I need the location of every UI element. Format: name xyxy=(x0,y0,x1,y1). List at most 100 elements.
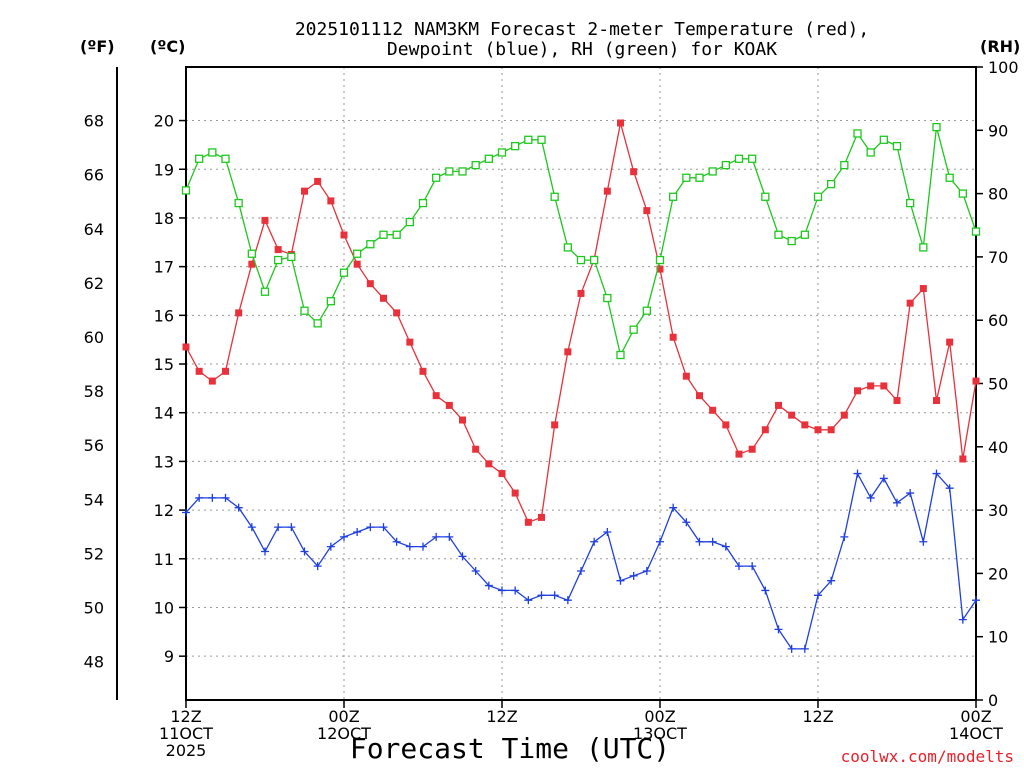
dewpoint-point xyxy=(563,596,572,605)
dewpoint-point xyxy=(498,586,506,595)
temperature-point xyxy=(630,168,638,176)
dewpoint-point xyxy=(682,518,691,527)
dewpoint-point xyxy=(313,562,322,571)
rh-point xyxy=(813,192,823,201)
rh-tick-label: 80 xyxy=(988,185,1008,204)
dewpoint-point xyxy=(353,528,362,537)
rh-point xyxy=(274,255,283,265)
celsius-tick-label: 17 xyxy=(154,258,174,277)
time-tick-label: 11OCT xyxy=(159,724,213,743)
celsius-unit-label: (ºC) xyxy=(150,37,185,56)
rh-point xyxy=(840,160,849,170)
chart-title-line-2: Dewpoint (blue), RH (green) for KOAK xyxy=(387,39,777,60)
temperature-point xyxy=(761,426,769,434)
rh-point xyxy=(958,189,967,198)
credit-text: coolwx.com/modelts xyxy=(841,747,1014,766)
dewpoint-point xyxy=(800,644,809,653)
rh-point xyxy=(590,255,599,265)
temperature-point xyxy=(445,401,453,409)
dewpoint-point xyxy=(721,542,730,551)
temperature-point xyxy=(893,397,901,405)
dewpoint-point xyxy=(392,537,401,546)
rh-series xyxy=(181,122,981,360)
fahrenheit-unit-label: (ºF) xyxy=(80,37,115,56)
gridlines xyxy=(186,67,976,700)
rh-tick-label: 40 xyxy=(988,438,1008,457)
dewpoint-point xyxy=(590,537,599,546)
dewpoint-point xyxy=(524,596,533,605)
dewpoint-point xyxy=(445,532,454,541)
temperature-point xyxy=(182,343,190,351)
rh-tick-label: 60 xyxy=(988,311,1008,330)
temperature-point xyxy=(353,260,361,268)
rh-point xyxy=(879,135,888,144)
celsius-tick-label: 14 xyxy=(154,404,174,423)
dewpoint-point xyxy=(669,503,678,512)
rh-point xyxy=(379,230,388,239)
dewpoint-point xyxy=(787,644,796,653)
dewpoint-point xyxy=(774,625,783,634)
rh-point xyxy=(181,186,191,195)
rh-point xyxy=(800,230,809,239)
fahrenheit-axis: 48 50 52 54 56 58 60 62 64 66 68 xyxy=(84,112,104,672)
time-tick-label: 2025 xyxy=(166,741,207,760)
temperature-point xyxy=(524,518,532,526)
dewpoint-point xyxy=(708,537,717,546)
rh-point xyxy=(445,167,454,176)
temperature-point xyxy=(459,416,466,424)
celsius-tick-label: 20 xyxy=(154,112,174,131)
rh-point xyxy=(418,198,428,208)
dewpoint-point xyxy=(893,498,901,507)
temperature-point xyxy=(906,299,914,307)
dewpoint-point xyxy=(247,523,256,532)
rh-point xyxy=(563,243,572,252)
time-tick-label: 12Z xyxy=(802,707,833,726)
dewpoint-point xyxy=(972,596,980,605)
fahrenheit-tick-label: 64 xyxy=(84,220,104,239)
rh-point xyxy=(906,198,915,208)
rh-tick-label: 0 xyxy=(988,691,998,710)
temperature-point xyxy=(814,426,822,434)
dewpoint-point xyxy=(919,537,928,546)
dewpoint-point xyxy=(458,552,467,561)
dewpoint-point xyxy=(827,576,836,585)
rh-point xyxy=(682,173,691,182)
rh-point xyxy=(603,293,612,303)
celsius-tick-label: 10 xyxy=(154,598,174,617)
chart-title-line-1: 2025101112 NAM3KM Forecast 2-meter Tempe… xyxy=(295,19,869,40)
rh-point xyxy=(313,319,322,328)
temperature-point xyxy=(801,421,809,429)
rh-point xyxy=(761,192,770,201)
fahrenheit-tick-label: 50 xyxy=(84,598,104,617)
celsius-tick-label: 15 xyxy=(154,355,174,374)
rh-point xyxy=(326,297,335,306)
celsius-tick-label: 12 xyxy=(154,501,174,520)
rh-point xyxy=(234,198,243,208)
temperature-point xyxy=(577,289,585,297)
fahrenheit-tick-label: 56 xyxy=(84,436,104,455)
temperature-point xyxy=(617,119,624,127)
rh-point xyxy=(748,154,757,163)
dewpoint-point xyxy=(274,523,283,532)
temperature-point xyxy=(551,421,559,429)
temperature-point xyxy=(682,372,690,380)
time-tick-label: 00Z xyxy=(644,707,675,726)
temperature-series xyxy=(182,119,980,526)
rh-point xyxy=(550,192,559,201)
temperature-point xyxy=(840,411,848,419)
rh-point xyxy=(642,306,651,315)
fahrenheit-tick-label: 58 xyxy=(84,382,104,401)
rh-point xyxy=(458,167,467,176)
dewpoint-point xyxy=(577,566,585,575)
temperature-point xyxy=(880,382,888,390)
celsius-tick-label: 19 xyxy=(154,160,174,179)
rh-point xyxy=(721,160,730,170)
rh-point xyxy=(339,268,349,277)
temperature-point xyxy=(393,309,401,317)
rh-axis: 0 10 20 30 40 50 60 70 80 90 100 xyxy=(976,58,1019,710)
dewpoint-point xyxy=(906,489,915,498)
celsius-axis: 9 10 11 12 13 14 15 16 17 18 19 20 xyxy=(154,112,186,666)
celsius-tick-label: 9 xyxy=(164,647,174,666)
rh-point xyxy=(853,129,862,138)
dewpoint-point xyxy=(287,523,296,532)
